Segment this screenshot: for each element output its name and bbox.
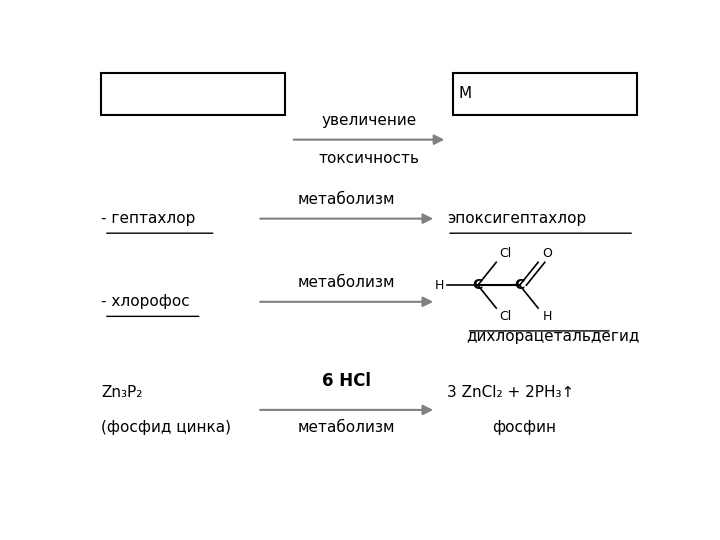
Text: дихлорацетальдегид: дихлорацетальдегид (467, 329, 640, 344)
Text: М: М (459, 86, 472, 102)
Text: Cl: Cl (499, 310, 511, 323)
Text: токсичность: токсичность (318, 151, 420, 166)
Text: 3 ZnCl₂ + 2PH₃↑: 3 ZnCl₂ + 2PH₃↑ (447, 384, 575, 400)
Text: 6 HCl: 6 HCl (322, 372, 372, 390)
Text: Zn₃P₂: Zn₃P₂ (101, 384, 143, 400)
Text: увеличение: увеличение (321, 113, 417, 128)
Text: (фосфид цинка): (фосфид цинка) (101, 420, 231, 435)
FancyBboxPatch shape (101, 73, 285, 114)
Text: H: H (435, 279, 444, 292)
Text: метаболизм: метаболизм (298, 192, 395, 207)
Text: Cl: Cl (499, 247, 511, 260)
Text: метаболизм: метаболизм (298, 420, 395, 435)
FancyBboxPatch shape (453, 73, 637, 114)
Text: эпоксигептахлор: эпоксигептахлор (447, 211, 586, 226)
Text: H: H (543, 310, 552, 323)
Text: метаболизм: метаболизм (298, 275, 395, 290)
Text: C: C (473, 278, 483, 292)
Text: - хлорофос: - хлорофос (101, 294, 190, 309)
Text: фосфин: фосфин (492, 420, 556, 435)
Text: O: O (543, 247, 552, 260)
Text: C: C (515, 278, 525, 292)
Text: - гептахлор: - гептахлор (101, 211, 196, 226)
